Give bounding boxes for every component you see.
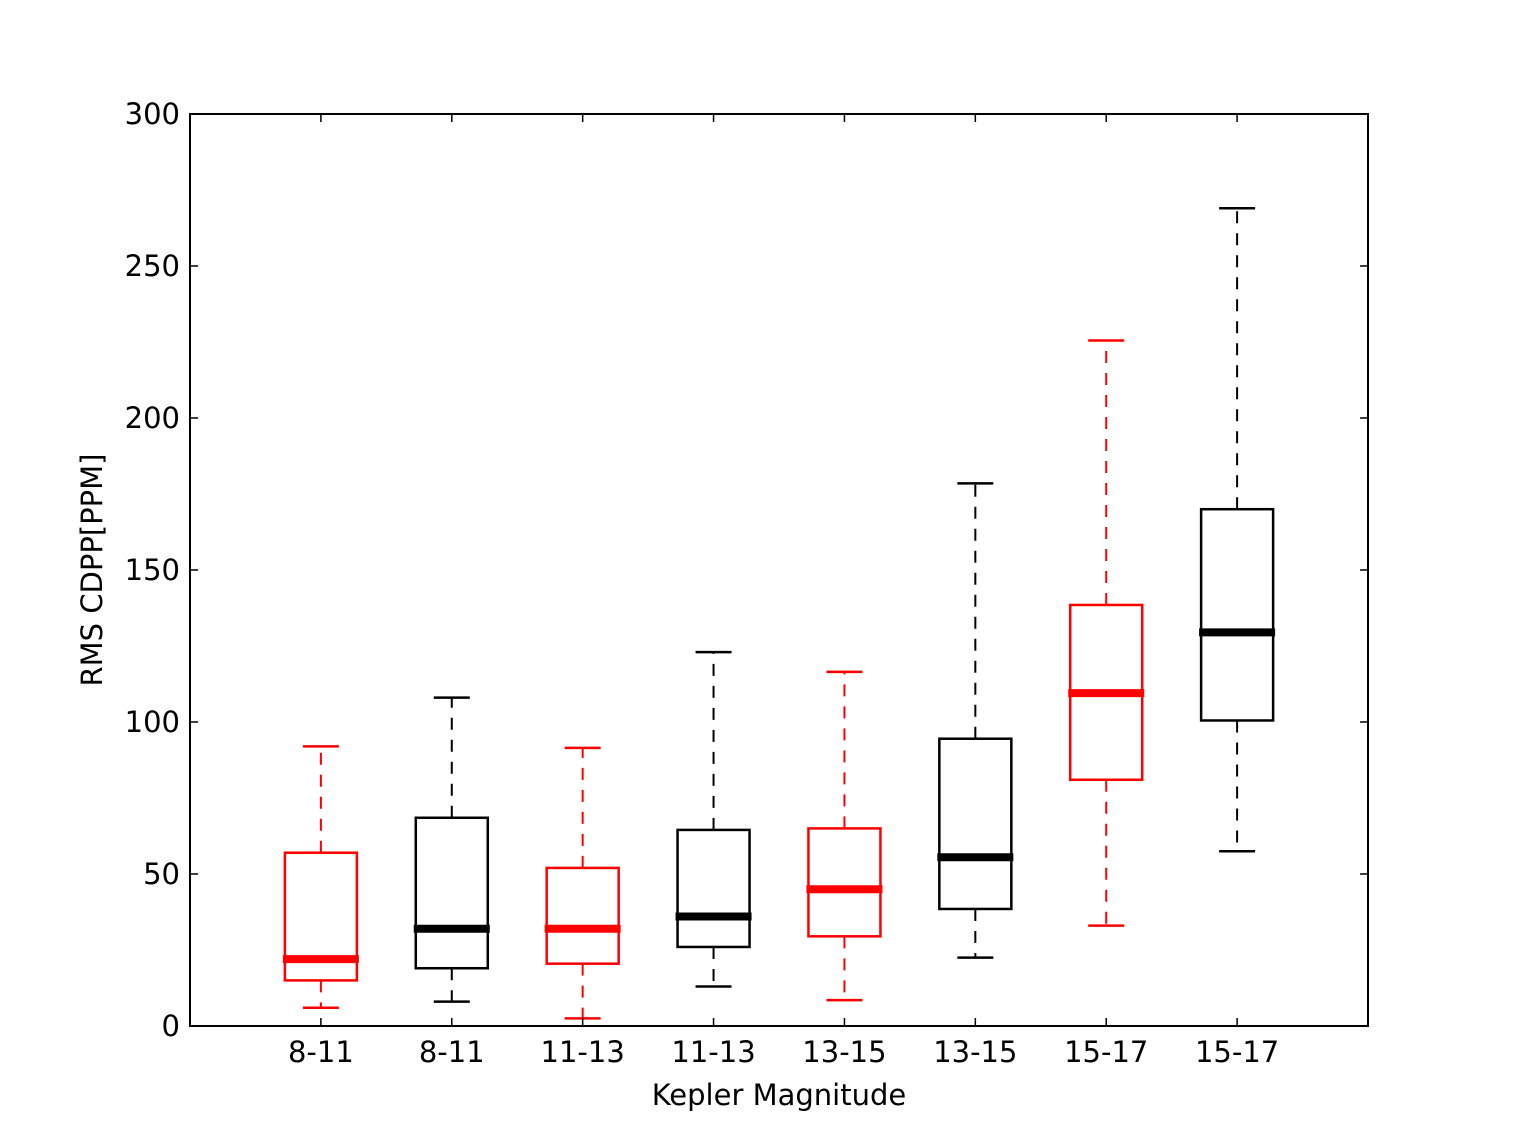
box-5	[806, 670, 883, 1002]
iqr-box	[283, 851, 359, 982]
x-axis-label: Kepler Magnitude	[652, 1078, 907, 1112]
x-tick-label: 11-13	[541, 1035, 625, 1069]
x-axis: 8-11 8-11 11-13 11-13 13-15 13-15 15-17 15-17	[288, 114, 1279, 1069]
box-4	[675, 650, 752, 988]
x-tick-label: 15-17	[1064, 1035, 1148, 1069]
y-axis: 0 50 100 150 200 250 300	[125, 97, 1368, 1043]
y-tick-label: 100	[125, 705, 180, 739]
iqr-box	[1199, 507, 1275, 722]
y-tick-label: 0	[162, 1009, 180, 1043]
y-tick-label: 200	[125, 401, 180, 435]
y-tick-label: 50	[143, 857, 180, 891]
chart-marks	[282, 206, 1276, 1020]
x-tick-label: 11-13	[671, 1035, 755, 1069]
iqr-box	[414, 816, 490, 970]
y-tick-label: 300	[125, 97, 180, 131]
y-axis-label: RMS CDPP[PPM]	[75, 454, 109, 687]
box-7	[1068, 339, 1145, 927]
x-tick-label: 8-11	[419, 1035, 485, 1069]
box-1	[282, 745, 359, 1010]
y-tick-label: 250	[125, 249, 180, 283]
x-tick-label: 13-15	[802, 1035, 886, 1069]
iqr-box	[676, 828, 751, 949]
y-tick-label: 150	[125, 553, 180, 587]
x-tick-label: 15-17	[1195, 1035, 1279, 1069]
iqr-box	[807, 827, 882, 938]
x-tick-label: 8-11	[288, 1035, 354, 1069]
iqr-box	[938, 737, 1013, 911]
x-tick-label: 13-15	[933, 1035, 1017, 1069]
box-2	[413, 696, 490, 1003]
box-8	[1199, 206, 1276, 853]
box-3	[544, 746, 621, 1020]
box-6	[937, 482, 1014, 959]
iqr-box	[545, 866, 620, 965]
